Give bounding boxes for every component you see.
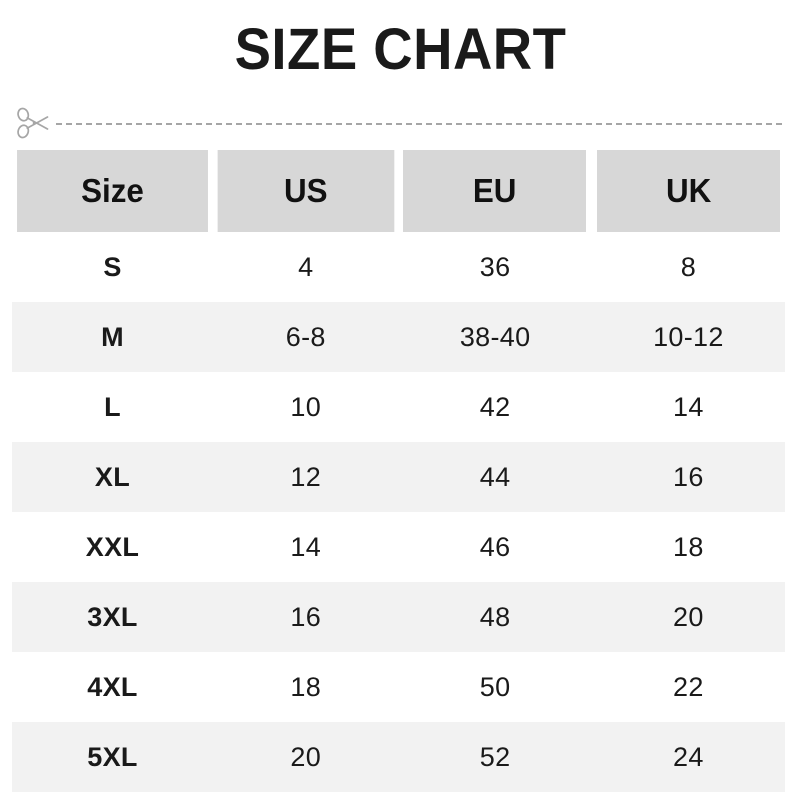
cell-us: 4 (298, 251, 314, 282)
cell-uk: 22 (673, 671, 704, 702)
cell-size: 3XL (87, 601, 138, 632)
cell-size: XL (94, 461, 131, 492)
cell-uk: 10-12 (653, 321, 724, 352)
column-header-size: Size (17, 150, 208, 232)
cell-eu: 50 (479, 671, 511, 702)
cell-eu: 44 (479, 461, 511, 492)
dashed-cut-line (56, 123, 782, 125)
title-section: SIZE CHART (0, 0, 800, 100)
page-title: SIZE CHART (234, 17, 566, 82)
cell-eu: 38-40 (459, 321, 531, 352)
cell-us: 12 (290, 461, 322, 492)
table-row: XL 12 44 16 (12, 442, 785, 512)
column-header-eu: EU (403, 150, 587, 232)
table-row: XXL 14 46 18 (12, 512, 785, 582)
cell-size: 4XL (87, 671, 138, 702)
cell-us: 14 (290, 531, 322, 562)
cell-us: 6-8 (285, 321, 326, 352)
cell-uk: 24 (673, 741, 704, 772)
cell-size: 5XL (87, 741, 138, 772)
cell-eu: 48 (479, 601, 511, 632)
column-header-us: US (217, 150, 394, 232)
table-header-row: Size US EU UK (12, 150, 785, 232)
cell-eu: 42 (479, 391, 511, 422)
cell-uk: 8 (680, 251, 697, 282)
cell-size: XXL (85, 531, 140, 562)
cell-uk: 18 (673, 531, 704, 562)
cell-us: 18 (290, 671, 322, 702)
cell-us: 16 (290, 601, 322, 632)
table-row: S 4 36 8 (12, 232, 785, 302)
cell-uk: 20 (673, 601, 704, 632)
cell-uk: 16 (673, 461, 704, 492)
cell-eu: 36 (479, 251, 511, 282)
cell-size: M (101, 321, 124, 352)
table-row: 5XL 20 52 24 (12, 722, 785, 792)
cell-us: 10 (290, 391, 322, 422)
scissors-icon (14, 106, 58, 140)
cell-size: L (104, 391, 121, 422)
table-row: M 6-8 38-40 10-12 (12, 302, 785, 372)
cut-here-line (14, 100, 788, 146)
table-body: S 4 36 8 M 6-8 38-40 10-12 L 10 42 14 XL… (12, 232, 785, 792)
size-chart-table: Size US EU UK S 4 36 8 M 6-8 38-40 10-12… (12, 150, 785, 792)
cell-size: S (103, 251, 122, 282)
cell-us: 20 (290, 741, 322, 772)
cell-eu: 46 (479, 531, 511, 562)
table-row: 4XL 18 50 22 (12, 652, 785, 722)
cell-eu: 52 (479, 741, 511, 772)
column-header-uk: UK (596, 150, 781, 232)
cell-uk: 14 (673, 391, 704, 422)
table-header: Size US EU UK (12, 150, 785, 232)
table-row: L 10 42 14 (12, 372, 785, 442)
table-row: 3XL 16 48 20 (12, 582, 785, 652)
